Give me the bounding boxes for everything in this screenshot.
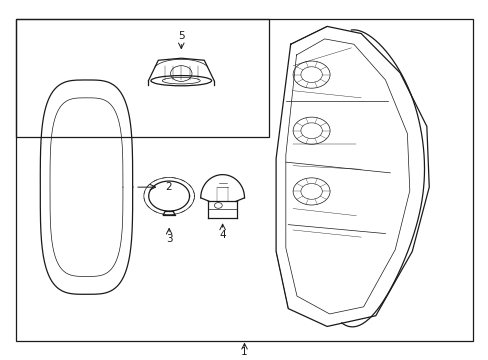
Text: 1: 1: [241, 347, 247, 357]
Text: 5: 5: [178, 31, 184, 41]
Text: 4: 4: [219, 230, 225, 240]
Text: 3: 3: [165, 234, 172, 244]
Text: 2: 2: [165, 182, 172, 192]
